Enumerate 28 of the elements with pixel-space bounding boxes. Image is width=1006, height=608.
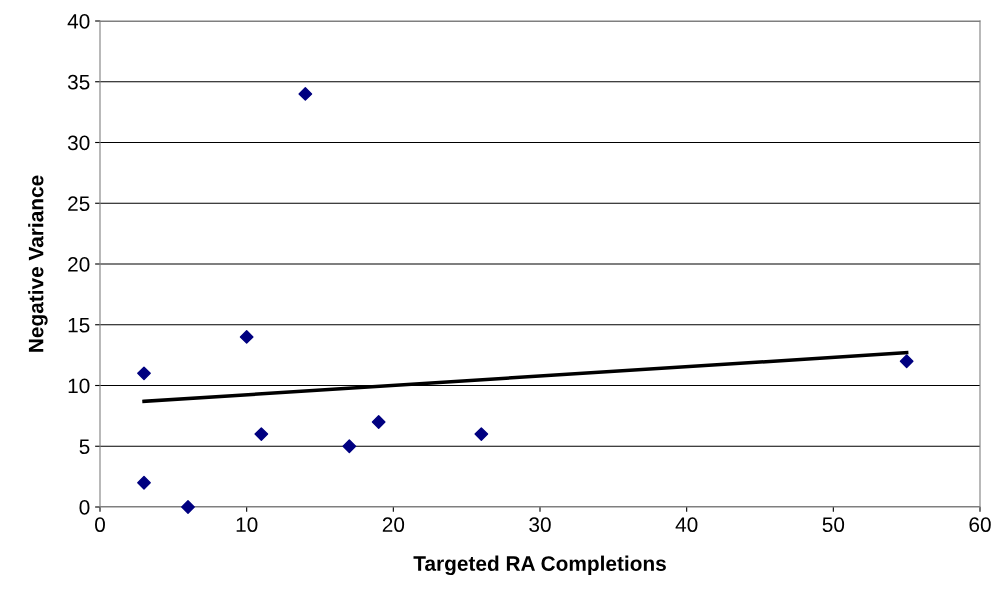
point xyxy=(899,354,914,369)
y-tick-label: 5 xyxy=(79,439,90,454)
point xyxy=(254,427,269,442)
y-tick-label: 35 xyxy=(67,74,90,90)
x-tick-label: 20 xyxy=(382,517,405,533)
y-tick-label: 30 xyxy=(67,135,90,151)
x-tick-label: 30 xyxy=(529,517,551,533)
x-tick-label: 40 xyxy=(675,517,698,533)
y-tick-label: 15 xyxy=(68,317,90,333)
x-tick-label: 50 xyxy=(822,517,845,533)
point xyxy=(474,427,489,442)
point xyxy=(298,86,313,101)
y-tick-label: 40 xyxy=(67,14,90,29)
y-axis-title: Negative Variance xyxy=(28,175,48,352)
point xyxy=(239,329,254,344)
x-axis-title: Targeted RA Completions xyxy=(413,555,666,576)
x-tick-label: 0 xyxy=(95,517,105,533)
point xyxy=(371,415,386,429)
y-tick-label: 20 xyxy=(68,257,90,272)
point xyxy=(137,366,151,381)
x-tick-label: 10 xyxy=(236,517,258,533)
point xyxy=(181,500,195,514)
point xyxy=(342,439,357,454)
y-tick-label: 25 xyxy=(68,196,90,211)
point xyxy=(137,475,151,490)
y-tick-label: 0 xyxy=(79,500,90,515)
y-tick-label: 10 xyxy=(68,378,90,394)
x-tick-label: 60 xyxy=(969,517,991,533)
